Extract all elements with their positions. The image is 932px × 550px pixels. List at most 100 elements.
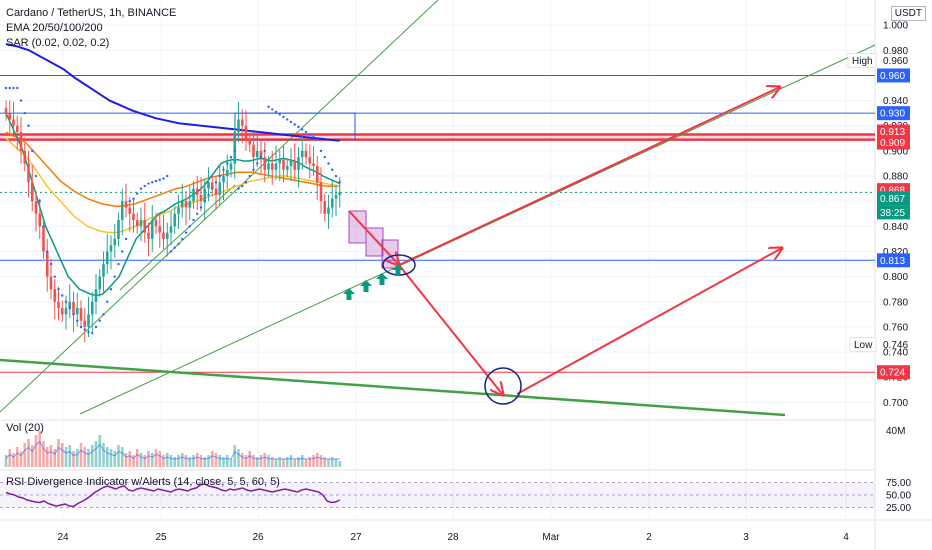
- candle-body-63: [240, 119, 244, 126]
- volume-bar-82: [312, 455, 315, 467]
- price-tag-bg-5: [877, 191, 910, 206]
- sar-dot-58: [222, 168, 225, 171]
- volume-bar-64: [244, 455, 248, 467]
- volume-bar-9: [38, 431, 42, 467]
- candle-body-9: [38, 213, 42, 227]
- sar-dot-55: [211, 187, 214, 190]
- time-axis[interactable]: 24 25 26 27 28 Mar 2 3 4: [57, 532, 849, 543]
- sar-dot-54: [207, 193, 210, 197]
- volume-bar-3: [15, 447, 19, 467]
- sar-dot-38: [147, 182, 150, 185]
- volume-bar-81: [308, 457, 312, 467]
- volume-bar-58: [222, 457, 225, 467]
- sar-dot-30: [117, 262, 120, 266]
- volume-bar-77: [293, 459, 297, 467]
- candle-body-86: [327, 207, 330, 214]
- price-tag-2: 0.913: [880, 127, 905, 138]
- volume-axis-tick: 40M: [886, 426, 905, 437]
- rsi-label[interactable]: RSI Divergence Indicator w/Alerts (14, c…: [6, 476, 280, 488]
- currency-button[interactable]: USDT: [890, 6, 926, 21]
- volume-bar-13: [53, 449, 57, 467]
- candle-body-71: [270, 163, 274, 170]
- price-axis[interactable]: 1.0000.9800.9600.9400.9200.9000.8800.860…: [883, 21, 911, 514]
- time-tick-8: 4: [843, 532, 849, 543]
- price-tag-7: 0.724: [880, 368, 905, 379]
- candle-body-75: [285, 165, 289, 170]
- volume-bar-23: [90, 445, 94, 467]
- candle-body-61: [233, 132, 237, 164]
- sar-dot-66: [252, 168, 255, 171]
- price-tag-bg-2: [877, 124, 910, 139]
- buy-arrow-1: [360, 280, 372, 292]
- sar-dot-9: [38, 199, 41, 203]
- price-tick-6: 0.880: [883, 172, 908, 183]
- ema100-line: [5, 131, 340, 207]
- candle-body-84: [319, 182, 323, 202]
- sar-dot-22: [87, 330, 90, 334]
- sar-dot-89: [338, 181, 341, 184]
- sar-dot-77: [293, 123, 296, 126]
- volume-bar-87: [330, 457, 334, 467]
- candle-body-1: [8, 113, 12, 120]
- ema-indicator-label[interactable]: EMA 20/50/100/200: [6, 22, 103, 34]
- volume-bar-19: [75, 449, 79, 467]
- sar-dot-12: [49, 262, 53, 266]
- volume-bar-7: [30, 445, 34, 467]
- candle-body-36: [139, 220, 143, 227]
- candle-body-78: [297, 157, 300, 170]
- price-tick-0: 1.000: [883, 21, 908, 32]
- projection-box-0: [348, 210, 367, 244]
- sar-indicator-label[interactable]: SAR (0.02, 0.02, 0.2): [6, 37, 110, 49]
- candle-body-24: [94, 289, 98, 302]
- volume-bar-12: [49, 445, 53, 467]
- volume-label[interactable]: Vol (20): [6, 422, 44, 434]
- candle-body-37: [143, 220, 147, 233]
- parabolic-sar-dots: [4, 86, 341, 335]
- sar-dot-82: [312, 135, 315, 139]
- candle-body-81: [308, 157, 312, 164]
- volume-bar-61: [233, 445, 237, 467]
- ema200-line: [5, 43, 340, 142]
- volume-bar-33: [128, 451, 132, 467]
- low-label: Low: [854, 340, 873, 351]
- sar-dot-31: [121, 250, 124, 253]
- volume-bar-70: [267, 455, 270, 467]
- volume-bar-1: [8, 449, 12, 467]
- sar-dot-67: [256, 162, 259, 165]
- price-tick-1: 0.980: [883, 46, 908, 57]
- volume-bar-49: [188, 457, 192, 467]
- candle-body-55: [210, 182, 214, 189]
- candle-body-64: [244, 125, 248, 139]
- sar-dot-78: [297, 125, 300, 129]
- candle-body-77: [293, 160, 297, 170]
- candle-body-19: [75, 308, 79, 315]
- sar-dot-17: [68, 306, 71, 310]
- sar-dot-0: [4, 86, 8, 90]
- candle-body-6: [27, 163, 30, 183]
- sar-dot-48: [184, 231, 188, 234]
- sar-dot-74: [282, 115, 285, 119]
- candle-body-48: [184, 201, 188, 208]
- sar-dot-15: [61, 294, 64, 297]
- sar-dot-83: [316, 138, 319, 141]
- sar-dot-42: [162, 177, 165, 180]
- volume-bar-26: [102, 443, 105, 467]
- candle-body-70: [267, 163, 270, 170]
- candle-body-15: [60, 308, 64, 315]
- volume-pane: [4, 431, 342, 467]
- volume-bar-47: [180, 453, 184, 467]
- volume-bar-40: [154, 449, 158, 467]
- high-value: 0.960: [883, 56, 908, 67]
- volume-bar-68: [259, 455, 263, 467]
- candle-body-30: [117, 220, 120, 239]
- sar-dot-25: [98, 319, 101, 322]
- symbol-title[interactable]: Cardano / TetherUS, 1h, BINANCE: [6, 7, 177, 19]
- volume-bar-80: [304, 459, 308, 467]
- sar-dot-4: [19, 99, 23, 102]
- volume-bar-42: [162, 455, 165, 467]
- horizontal-levels: [0, 74, 875, 373]
- candle-body-23: [90, 301, 94, 315]
- price-tag-bg-7: [877, 365, 910, 380]
